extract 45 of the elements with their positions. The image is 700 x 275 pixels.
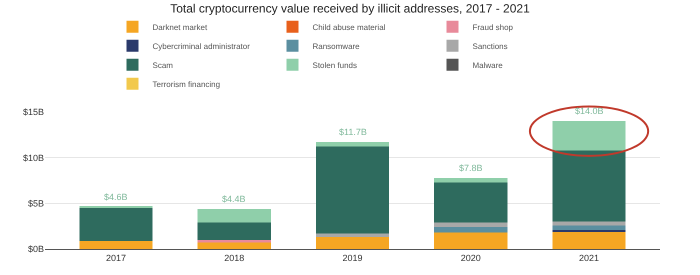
y-tick-label: $0B <box>28 244 44 254</box>
legend-label: Scam <box>152 60 174 70</box>
bar <box>198 242 271 249</box>
bar <box>79 240 153 249</box>
x-tick-label: 2020 <box>460 252 481 263</box>
legend-label: Malware <box>472 60 504 70</box>
bar <box>552 150 626 222</box>
chart-title: Total cryptocurrency value received by illicit addresses, 2017 - 2021 <box>170 2 530 16</box>
total-label: $4.4B <box>222 194 246 204</box>
y-tick-label: $15B <box>22 107 44 118</box>
x-tick-label: 2021 <box>579 252 600 263</box>
bar <box>316 142 390 147</box>
y-tick-label: $10B <box>22 152 44 163</box>
bar <box>316 146 390 234</box>
total-label: $11.7B <box>339 127 367 137</box>
legend-label: Fraud shop <box>472 22 514 32</box>
bar <box>552 222 626 226</box>
bar <box>198 208 271 223</box>
bar <box>198 240 271 243</box>
x-tick-label: 2019 <box>342 252 363 263</box>
total-label: $14.0B <box>575 106 604 116</box>
bar <box>434 227 508 233</box>
bar <box>434 182 508 223</box>
legend-label: Ransomware <box>312 42 360 51</box>
bar <box>434 222 508 228</box>
total-label: $7.8B <box>459 163 483 173</box>
legend-label: Darknet market <box>152 22 208 32</box>
legend-label: Terrorism financing <box>152 80 220 89</box>
bar <box>434 178 508 182</box>
legend-label: Child abuse material <box>312 22 386 32</box>
x-tick-label: 2017 <box>106 252 126 263</box>
bar <box>79 208 153 241</box>
bar <box>552 225 626 230</box>
legend-label: Cybercriminal administrator <box>152 42 250 51</box>
legend-label: Sanctions <box>472 42 508 51</box>
bar <box>316 237 390 249</box>
y-tick-label: $5B <box>28 198 44 208</box>
bar <box>434 232 508 249</box>
total-label: $4.6B <box>104 192 128 202</box>
bar <box>316 233 390 238</box>
legend-label: Stolen funds <box>312 60 357 70</box>
x-tick-label: 2018 <box>224 252 244 263</box>
bar <box>552 121 626 150</box>
bar <box>198 222 271 240</box>
bar <box>552 232 626 249</box>
